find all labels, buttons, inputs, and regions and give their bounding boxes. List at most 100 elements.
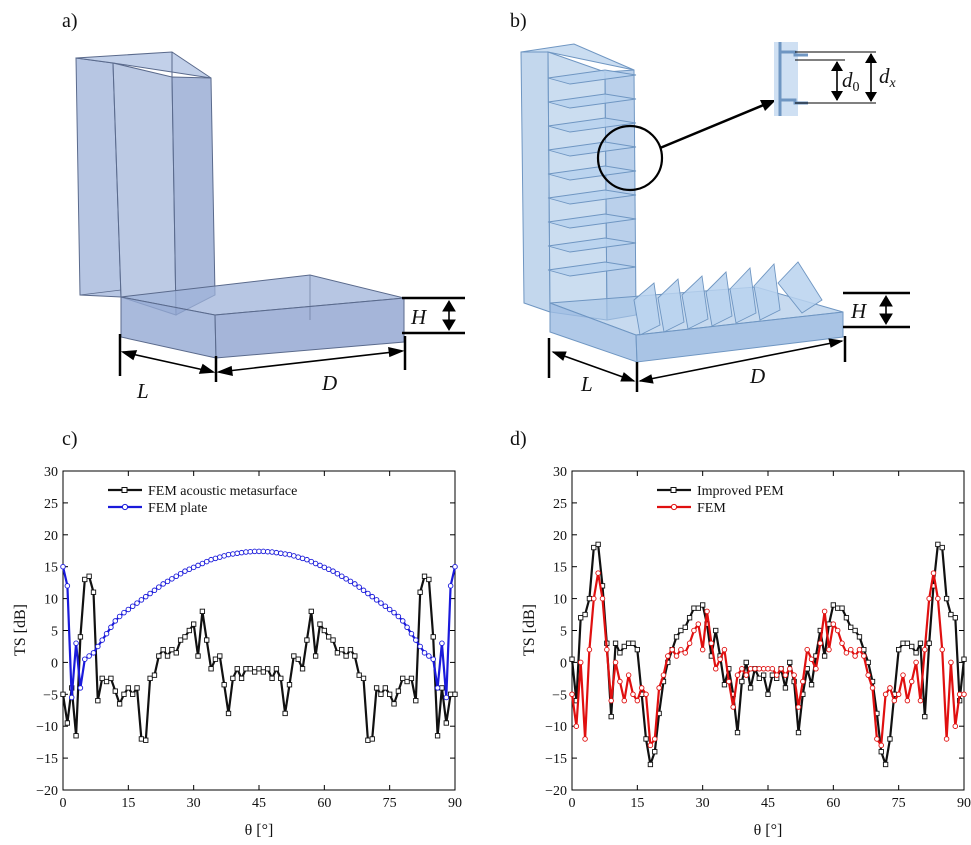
data-point [269,675,275,682]
data-point [695,605,701,611]
y-tick-label: 0 [560,656,567,671]
meta-vertical-wall-side [520,51,551,313]
data-point [943,595,950,602]
meta-vertical-fins [547,69,637,277]
data-point [721,646,728,653]
data-point [134,600,140,606]
data-point [804,646,810,653]
data-point [291,553,297,559]
data-point [439,640,445,647]
y-tick-label: −20 [36,784,58,799]
slab-join-edge [79,289,122,296]
dim-label-D: D [321,371,337,395]
data-point [856,634,863,640]
data-point [121,691,127,697]
data-point [212,555,219,562]
data-point [347,646,354,653]
data-point [73,640,79,647]
data-point [360,675,367,682]
data-point [700,602,706,608]
data-point [808,656,815,662]
data-point [68,694,75,701]
data-point [917,640,924,646]
data-point [312,560,319,567]
data-point [952,723,959,729]
data-point [904,640,911,646]
data-point [395,688,402,694]
data-point [961,656,967,662]
data-point [830,602,836,608]
data-point [352,653,358,659]
data-point [308,608,314,615]
data-point [173,573,179,580]
data-point [77,685,84,691]
data-point [360,587,367,594]
data-point [121,609,127,616]
legend-label: FEM acoustic metasurface [148,484,297,499]
data-point [160,646,166,653]
legend-label: FEM plate [148,501,208,516]
data-point [769,666,776,672]
data-point [856,646,863,653]
data-point [151,587,158,594]
chart-c-plot-frame [62,470,456,791]
data-point [891,697,898,704]
y-tick-label: 10 [44,593,58,608]
data-point [129,603,136,610]
data-point [678,627,684,634]
data-point [60,563,66,570]
data-point [904,697,911,704]
data-point [60,691,66,697]
data-point [952,615,958,621]
data-point [212,656,219,662]
data-point [443,694,450,701]
data-point [417,589,423,595]
data-point [787,659,793,666]
data-point [643,736,649,742]
data-point [878,742,884,749]
data-point [64,583,71,589]
data-point [247,666,253,672]
dim-label-D-b: D [749,364,765,388]
data-point [678,646,684,653]
legend-label: Improved PEM [697,484,784,499]
data-point [739,678,745,685]
data-point [617,678,623,685]
data-point [747,685,754,691]
data-point [325,566,332,573]
y-tick-label: 30 [553,465,567,480]
data-point [569,656,575,662]
legend-marker [670,503,678,511]
data-point [586,646,593,653]
data-point [634,697,641,704]
panel-b-label: b) [510,10,527,32]
series-line-2 [61,550,457,699]
data-point [339,573,345,580]
data-point [264,548,271,555]
data-point [86,653,92,659]
data-point [638,685,645,691]
data-point [778,666,784,672]
data-point [874,736,880,742]
data-point [112,618,119,624]
data-point [99,637,105,643]
y-tick-label: 20 [553,529,567,544]
data-point [713,627,719,634]
inset-detail [774,42,877,116]
data-point [151,672,158,678]
data-point [408,630,415,637]
data-point [238,549,245,556]
data-point [704,608,710,615]
data-point [726,678,732,685]
data-point [138,597,145,603]
data-point [434,733,441,739]
data-point [913,650,919,656]
data-point [164,578,171,585]
data-point [795,729,802,736]
data-point [682,624,688,630]
x-tick-label: 30 [696,796,710,811]
data-point [99,675,105,682]
data-point [699,646,706,653]
data-point [404,624,410,631]
